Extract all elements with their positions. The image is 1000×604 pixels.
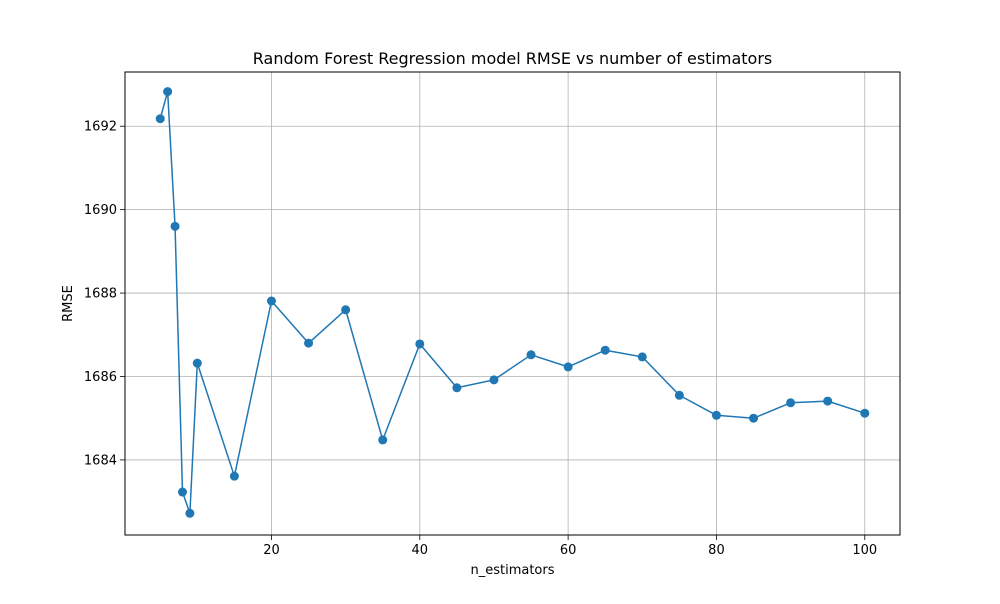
x-axis-label: n_estimators [470,563,554,578]
x-tick-label: 80 [708,543,725,558]
y-tick-label: 1688 [84,287,117,302]
data-point [749,413,759,423]
data-point [266,296,276,306]
data-point [823,396,833,406]
grid [125,72,900,535]
data-point [711,410,721,420]
data-point [185,508,195,518]
data-point [526,350,536,360]
series-layer [155,87,870,518]
data-point [600,345,610,355]
data-point [378,435,388,445]
data-point [341,305,351,315]
y-axis-label: RMSE [61,285,76,322]
data-point [170,221,180,231]
data-point [304,338,314,348]
data-point [192,358,202,368]
data-point [563,362,573,372]
chart-title: Random Forest Regression model RMSE vs n… [253,49,773,68]
x-tick-label: 20 [263,543,280,558]
x-tick-label: 100 [852,543,877,558]
data-point [489,375,499,385]
data-point [229,471,239,481]
y-tick-label: 1686 [84,370,117,385]
y-tick-label: 1692 [84,120,117,135]
y-tick-label: 1690 [84,203,117,218]
data-point [637,352,647,362]
axis-ticks: 20 40 60 80 100 1684 1686 1688 1690 1692 [84,120,877,558]
data-point [155,114,165,124]
data-point [674,390,684,400]
data-point [177,487,187,497]
x-tick-label: 60 [560,543,577,558]
y-tick-label: 1684 [84,453,117,468]
series-line [159,90,866,515]
data-point [860,408,870,418]
data-point [415,339,425,349]
data-point [786,398,796,408]
data-point [452,383,462,393]
x-tick-label: 40 [412,543,429,558]
plot-frame [124,71,901,536]
data-point [163,87,173,97]
